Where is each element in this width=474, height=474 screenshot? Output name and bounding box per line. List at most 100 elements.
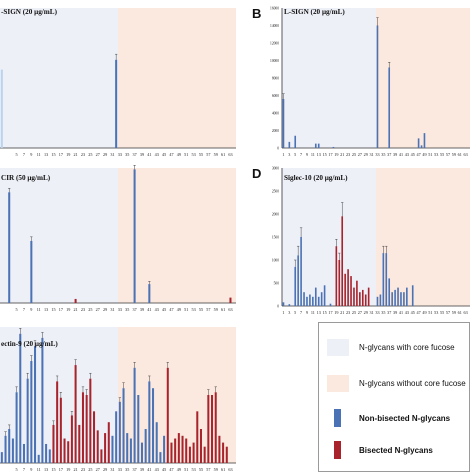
bar: [406, 287, 408, 306]
no-core-fucose-region: [118, 327, 236, 463]
x-tick-label: 57: [206, 307, 210, 312]
x-tick-label: 21: [74, 307, 78, 312]
bar: [192, 442, 195, 463]
x-tick-label: 13: [317, 152, 321, 157]
bar: [148, 381, 151, 463]
bisected-swatch: [334, 441, 341, 459]
panel-title: CIR (50 μg/mL): [1, 174, 51, 182]
x-tick-label: 45: [162, 467, 166, 472]
x-tick-label: 55: [199, 152, 203, 157]
legend-bisected-label: Bisected N-glycans: [359, 445, 433, 455]
y-tick-label: 6000: [272, 94, 279, 98]
panel-e: 5 7 9 11 13 15 17 19 21 23 25 27 29 31 33 35 37 39 41 43 45 4…: [0, 327, 236, 472]
bar: [152, 388, 155, 463]
bar: [367, 287, 370, 306]
x-tick-label: 49: [422, 310, 426, 315]
y-tick-label: 2500: [272, 190, 279, 194]
bar: [332, 146, 335, 148]
x-tick-label: 15: [323, 310, 327, 315]
x-tick-label: 9: [30, 307, 32, 312]
y-tick-label: 1000: [272, 259, 279, 263]
bar: [19, 333, 22, 463]
bar: [111, 435, 114, 463]
legend-bisected: Bisected N-glycans: [327, 441, 433, 459]
bar: [350, 276, 352, 306]
bar: [78, 424, 81, 463]
x-tick-label: 15: [51, 467, 55, 472]
panel-letter: D: [252, 166, 261, 181]
x-tick-label: 49: [177, 467, 181, 472]
x-tick-label: 41: [147, 467, 151, 472]
y-tick-label: 12000: [270, 42, 279, 46]
bar: [122, 388, 125, 463]
x-tick-label: 35: [125, 307, 129, 312]
x-tick-label: 41: [399, 310, 403, 315]
panel-c: 5 7 9 11 13 15 17 19 21 23 25 27 29 31 33 35 37 39 41 43 45 4…: [0, 165, 236, 312]
bar: [347, 269, 349, 306]
y-tick-label: 1500: [272, 236, 279, 240]
legend-core-fucose-label: N-glycans with core fucose: [359, 343, 455, 352]
x-tick-label: 7: [23, 467, 25, 472]
bar: [288, 304, 291, 306]
x-tick-label: 37: [387, 310, 391, 315]
x-tick-label: 33: [118, 152, 122, 157]
x-tick-label: 35: [381, 310, 385, 315]
x-tick-label: 63: [228, 307, 232, 312]
bar: [166, 367, 169, 463]
bar: [115, 59, 118, 148]
bar: [96, 430, 99, 463]
bar: [133, 367, 136, 463]
bar: [22, 443, 25, 463]
bar: [188, 446, 191, 463]
x-tick-label: 49: [422, 152, 426, 157]
x-tick-label: 9: [306, 310, 308, 315]
x-tick-label: 51: [184, 467, 188, 472]
x-tick-label: 57: [446, 152, 450, 157]
x-tick-label: 51: [428, 152, 432, 157]
x-tick-label: 33: [118, 467, 122, 472]
x-tick-label: 49: [177, 307, 181, 312]
bar: [203, 446, 206, 463]
bar: [4, 435, 7, 463]
x-tick-label: 19: [66, 152, 70, 157]
x-tick-label: 55: [199, 307, 203, 312]
x-tick-label: 63: [228, 152, 232, 157]
bar: [294, 266, 297, 306]
bar: [140, 442, 143, 463]
bar: [385, 253, 388, 306]
x-tick-label: 25: [88, 467, 92, 472]
bar: [388, 67, 391, 148]
x-tick-label: 61: [221, 307, 225, 312]
bar: [30, 240, 33, 303]
core-fucose-region: [282, 168, 376, 306]
x-tick-label: 61: [458, 152, 462, 157]
x-tick-label: 23: [81, 152, 85, 157]
x-tick-label: 15: [51, 152, 55, 157]
x-tick-label: 53: [192, 467, 196, 472]
bar: [196, 411, 199, 463]
x-tick-label: 7: [23, 307, 25, 312]
bar: [107, 422, 110, 463]
x-tick-label: 31: [370, 152, 374, 157]
x-tick-label: 21: [74, 467, 78, 472]
x-tick-label: 5: [16, 467, 18, 472]
core-fucose-region: [0, 168, 118, 303]
legend-non-bisected-label: Non-bisected N-glycans: [359, 413, 451, 423]
x-tick-label: 17: [59, 152, 63, 157]
x-tick-label: 61: [221, 152, 225, 157]
panel-title: -SIGN (20 μg/mL): [1, 8, 58, 16]
panel-title: L-SIGN (20 μg/mL): [284, 8, 345, 16]
x-tick-label: 19: [66, 467, 70, 472]
x-tick-label: 57: [206, 152, 210, 157]
x-tick-label: 29: [103, 467, 107, 472]
x-tick-label: 41: [147, 307, 151, 312]
y-tick-label: 4000: [272, 112, 279, 116]
bar: [67, 441, 70, 463]
x-tick-label: 15: [323, 152, 327, 157]
bar: [297, 255, 299, 306]
x-tick-label: 39: [140, 307, 144, 312]
bar: [56, 381, 59, 463]
bar: [312, 296, 314, 306]
